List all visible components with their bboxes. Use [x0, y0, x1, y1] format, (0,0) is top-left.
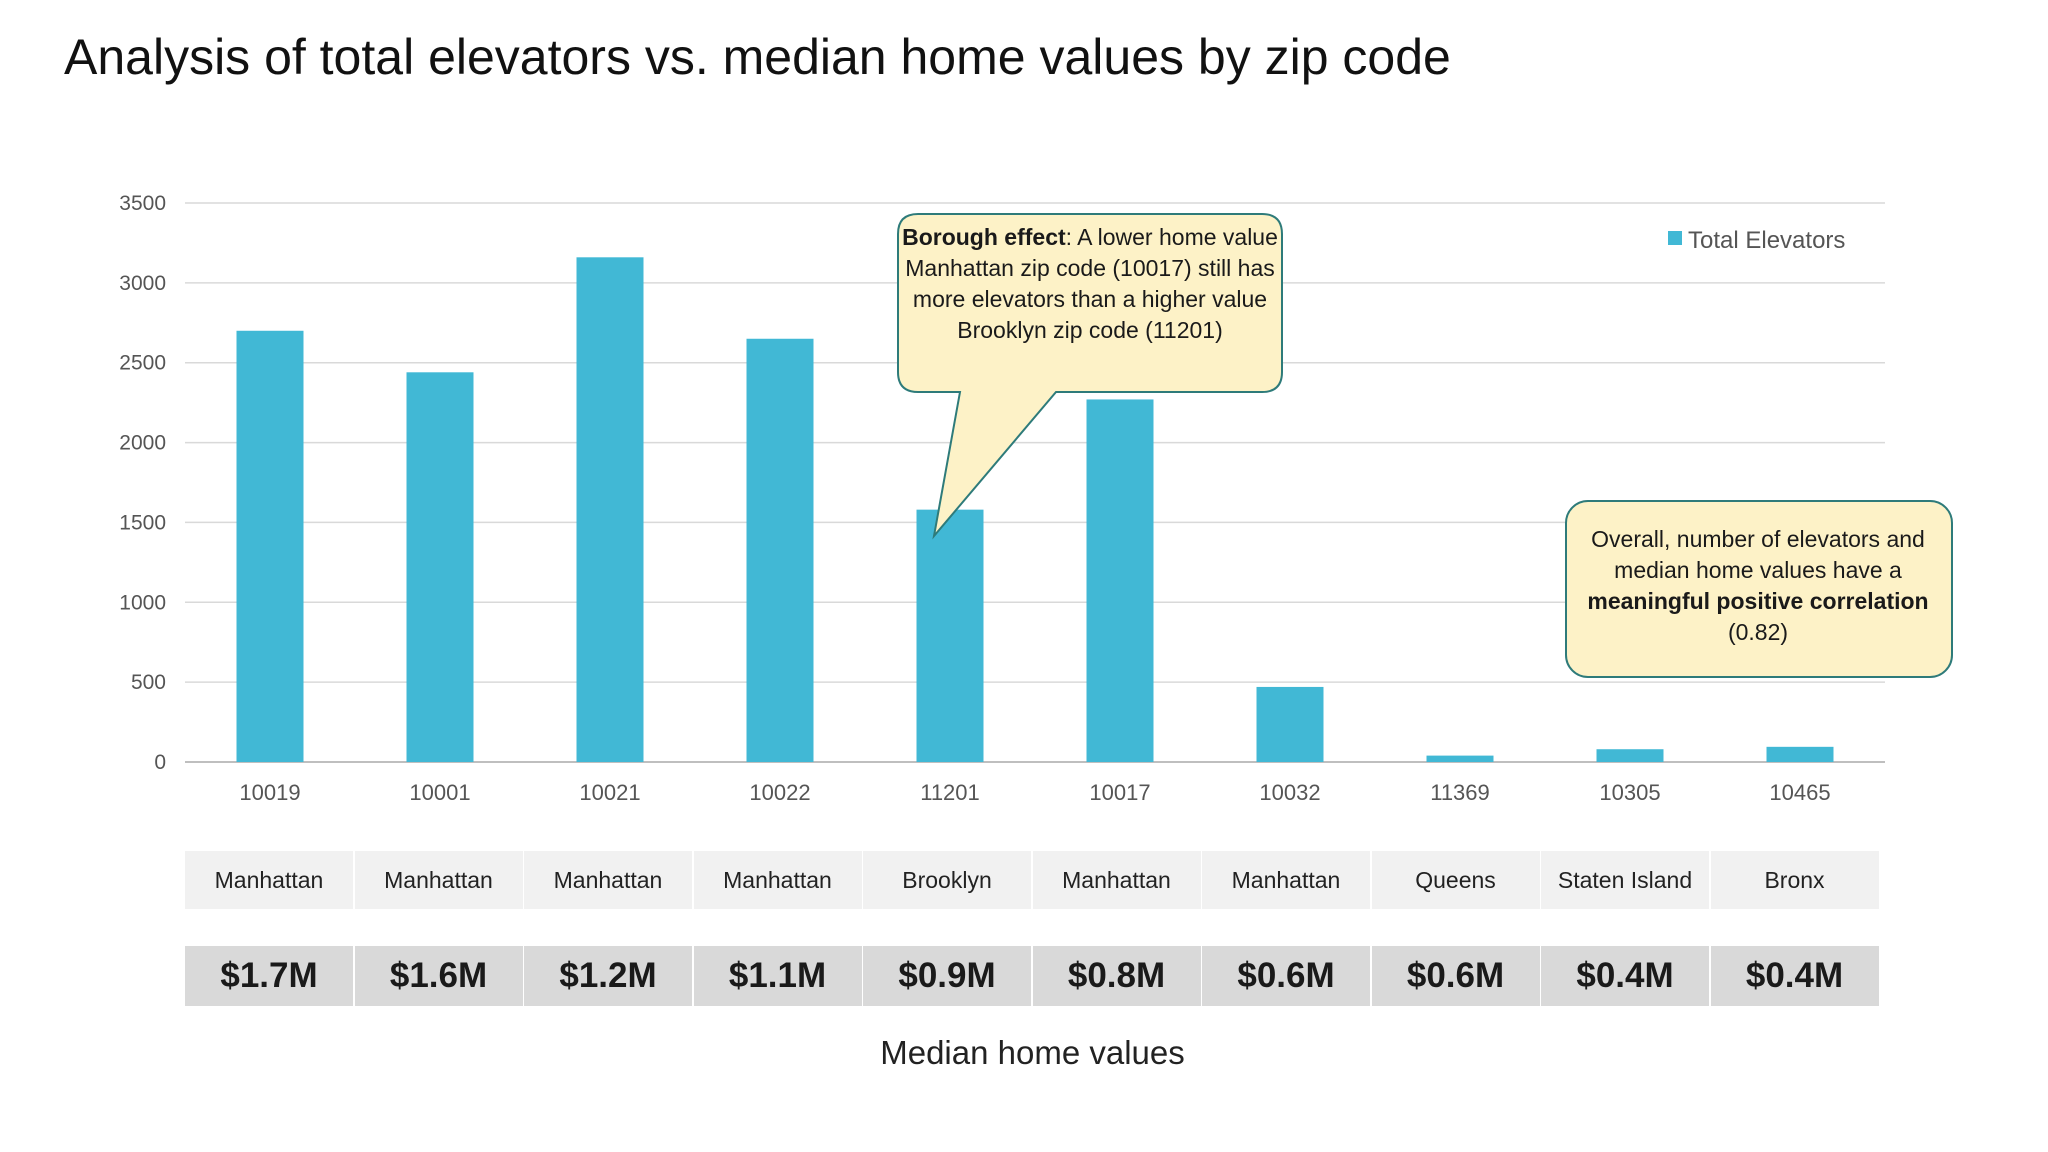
callout-correlation-bold: meaningful positive correlation	[1587, 588, 1929, 614]
bar	[1256, 686, 1324, 762]
borough-cell: Manhattan	[1032, 851, 1201, 909]
median-value-cell: $0.8M	[1032, 946, 1201, 1006]
median-value-cell: $1.1M	[693, 946, 862, 1006]
bar	[1596, 749, 1664, 762]
bar	[746, 338, 814, 762]
callout-borough-effect-bubble	[897, 213, 1283, 540]
bar	[236, 330, 304, 762]
y-tick-label: 1000	[119, 591, 166, 614]
borough-cell: Manhattan	[1202, 851, 1370, 909]
x-tick-label: 10022	[749, 780, 810, 805]
x-tick-label: 10021	[579, 780, 640, 805]
borough-cell: Queens	[1371, 851, 1540, 909]
x-axis-title: Median home values	[880, 1034, 1185, 1071]
callout-borough-effect: Borough effect: A lower home value Manha…	[900, 222, 1280, 346]
x-tick-label: 10019	[239, 780, 300, 805]
x-tick-label: 10032	[1259, 780, 1320, 805]
bars	[236, 257, 1834, 762]
y-tick-label: 2000	[119, 432, 166, 455]
y-tick-label: 2500	[119, 352, 166, 375]
bar	[576, 257, 644, 762]
median-value-cell: $0.4M	[1541, 946, 1709, 1006]
bar	[406, 372, 474, 762]
y-tick-label: 500	[131, 671, 166, 694]
borough-cell: Manhattan	[524, 851, 692, 909]
borough-cell: Manhattan	[693, 851, 862, 909]
median-value-row: $1.7M $1.6M $1.2M $1.1M $0.9M $0.8M $0.6M $0.6M…	[185, 946, 1880, 1006]
borough-cell: Manhattan	[185, 851, 353, 909]
bar	[916, 509, 984, 762]
y-tick-label: 3500	[119, 192, 166, 215]
x-tick-label: 10305	[1599, 780, 1660, 805]
callout-correlation-text-after: (0.82)	[1727, 619, 1789, 645]
borough-cell: Staten Island	[1541, 851, 1709, 909]
x-axis-ticks: 10019 10001 10021 10022 11201 10017 10032 11369…	[239, 780, 1830, 805]
callout-correlation: Overall, number of elevators and median …	[1568, 524, 1948, 648]
bar	[1426, 755, 1494, 762]
y-tick-label: 0	[154, 751, 166, 774]
callout-shapes	[897, 213, 1953, 678]
x-tick-label: 11201	[920, 780, 980, 805]
callout-correlation-box	[1565, 500, 1953, 678]
x-tick-label: 11369	[1430, 780, 1490, 805]
y-tick-label: 3000	[119, 272, 166, 295]
median-value-cell: $0.6M	[1371, 946, 1540, 1006]
median-value-cell: $0.6M	[1202, 946, 1370, 1006]
legend-swatch	[1668, 231, 1682, 245]
median-value-cell: $0.4M	[1710, 946, 1879, 1006]
borough-cell: Brooklyn	[863, 851, 1031, 909]
median-value-cell: $1.7M	[185, 946, 353, 1006]
bar	[1766, 746, 1834, 762]
y-axis-ticks: 0 500 1000 1500 2000 2500 3000 3500	[119, 192, 166, 774]
borough-row: Manhattan Manhattan Manhattan Manhattan Broo…	[185, 851, 1880, 909]
callout-correlation-text-before: Overall, number of elevators and median …	[1591, 526, 1925, 583]
median-value-cell: $1.2M	[524, 946, 692, 1006]
borough-cell: Bronx	[1710, 851, 1879, 909]
x-tick-label: 10465	[1769, 780, 1830, 805]
legend: Total Elevators	[1668, 227, 1845, 254]
median-value-cell: $1.6M	[354, 946, 523, 1006]
callout-borough-effect-text: : A lower home value Manhattan zip code …	[905, 224, 1278, 343]
x-tick-label: 10017	[1089, 780, 1150, 805]
bar	[1086, 399, 1154, 762]
median-value-cell: $0.9M	[863, 946, 1031, 1006]
x-tick-label: 10001	[409, 780, 470, 805]
legend-label: Total Elevators	[1688, 227, 1845, 254]
page-title: Analysis of total elevators vs. median h…	[64, 29, 1451, 85]
borough-cell: Manhattan	[354, 851, 523, 909]
callout-borough-effect-bold: Borough effect	[902, 224, 1066, 250]
y-tick-label: 1500	[119, 511, 166, 534]
